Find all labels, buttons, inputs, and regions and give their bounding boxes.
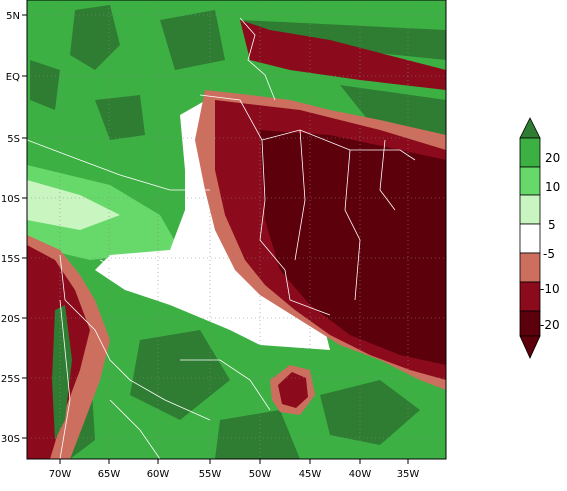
dark-green-patch — [160, 10, 225, 70]
graticule — [27, 0, 446, 459]
colorbar-label: 10 — [545, 180, 560, 194]
colorbar: 20 10 5 -5 -10 -20 — [519, 117, 560, 359]
colorbar-segment — [519, 252, 541, 283]
pale-green-region — [27, 180, 120, 230]
x-tick-label: 55W — [199, 469, 222, 480]
y-tick-label: 25S — [1, 374, 20, 385]
dark-green-patch — [70, 5, 120, 70]
dark-green-patch — [30, 60, 60, 110]
y-tick-labels: 5N EQ 5S 10S 15S 20S 25S 30S — [1, 11, 20, 445]
colorbar-label: 20 — [545, 151, 560, 165]
axis-ticks — [22, 14, 409, 464]
x-tick-labels: 70W 65W 60W 55W 50W 45W 40W 35W — [49, 469, 420, 480]
x-tick-label: 45W — [299, 469, 322, 480]
negative-anomaly-strong — [260, 130, 446, 365]
negative-anomaly-south — [278, 372, 308, 408]
dark-green-patch — [215, 410, 300, 459]
chile-green-strip — [52, 305, 72, 440]
negative-anomaly-north — [240, 20, 446, 90]
colorbar-segment — [519, 194, 541, 225]
borders — [27, 17, 416, 459]
x-tick-label: 50W — [249, 469, 272, 480]
y-tick-label: 10S — [1, 194, 20, 205]
colorbar-label: -20 — [540, 318, 560, 332]
colorbar-bottom-arrow — [519, 335, 541, 359]
colorbar-label: 5 — [548, 218, 556, 232]
x-tick-label: 60W — [147, 469, 170, 480]
map-frame — [26, 0, 447, 460]
dark-green-patch — [320, 380, 420, 445]
colorbar-segment — [519, 310, 541, 337]
colorbar-segment — [519, 223, 541, 254]
x-tick-label: 70W — [49, 469, 72, 480]
colorbar-segment — [519, 166, 541, 196]
colorbar-label: -5 — [543, 247, 555, 261]
dark-green-patch — [95, 95, 145, 140]
dark-green-patch — [130, 330, 230, 420]
y-tick-label: 20S — [1, 314, 20, 325]
colorbar-segment — [519, 281, 541, 312]
x-tick-label: 65W — [98, 469, 121, 480]
y-tick-label: EQ — [6, 72, 20, 83]
colorbar-label: -10 — [540, 282, 560, 296]
y-tick-label: 30S — [1, 434, 20, 445]
y-tick-label: 5N — [6, 11, 20, 22]
dark-green-patch — [340, 85, 446, 140]
colorbar-top-arrow — [519, 117, 541, 139]
x-tick-label: 40W — [349, 469, 372, 480]
y-tick-label: 5S — [7, 134, 20, 145]
y-tick-label: 15S — [1, 254, 20, 265]
colorbar-segment — [519, 137, 541, 168]
map-area — [27, 0, 446, 459]
x-tick-label: 35W — [397, 469, 420, 480]
dark-green-patch — [240, 20, 446, 60]
